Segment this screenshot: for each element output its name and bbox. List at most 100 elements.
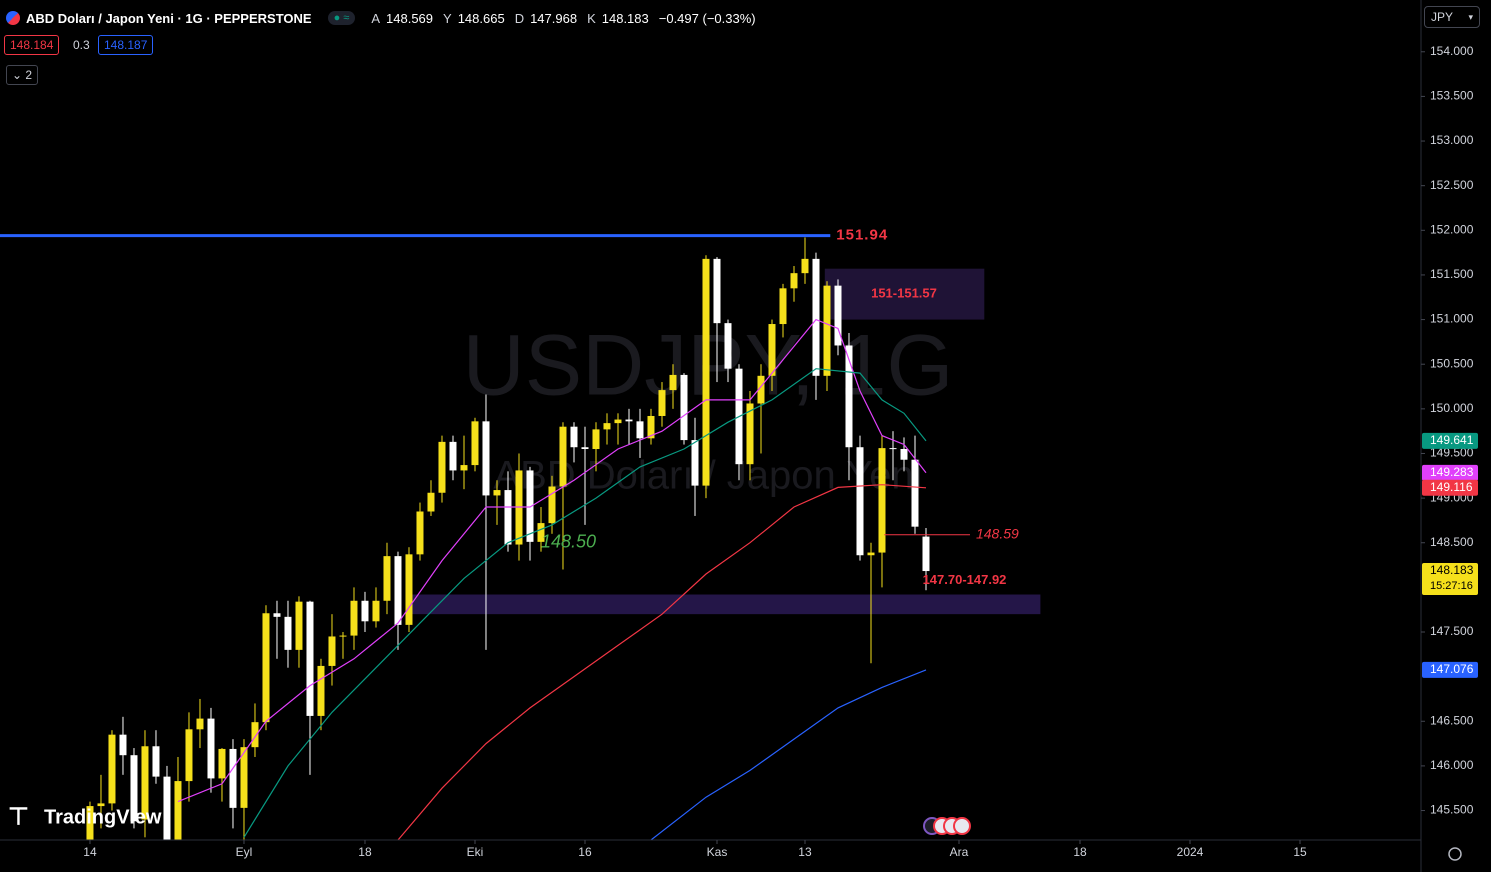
candle-body bbox=[185, 729, 193, 782]
candle-body bbox=[394, 556, 402, 625]
logo-mark[interactable]: ⊤ bbox=[8, 803, 29, 830]
currency-select[interactable]: JPY ▾ bbox=[1424, 6, 1480, 28]
ask-button[interactable]: 148.187 bbox=[98, 35, 154, 55]
candle-body bbox=[603, 423, 611, 430]
y-tick-label: 147.500 bbox=[1430, 624, 1474, 638]
logo-text[interactable]: TradingView bbox=[44, 806, 162, 828]
zone-label: 151-151.57 bbox=[871, 286, 937, 301]
candle-body bbox=[196, 718, 204, 730]
candle-body bbox=[779, 288, 787, 325]
candle-body bbox=[306, 601, 314, 716]
candle-body bbox=[427, 492, 435, 512]
candle-body bbox=[174, 781, 182, 840]
moving-average bbox=[397, 484, 927, 840]
x-tick-label: 18 bbox=[358, 845, 372, 859]
candle-body bbox=[548, 486, 556, 524]
price-badge bbox=[1422, 479, 1478, 496]
candle-body bbox=[592, 429, 600, 450]
y-tick-label: 152.000 bbox=[1430, 222, 1474, 236]
x-tick-label: 16 bbox=[578, 845, 592, 859]
candle-body bbox=[878, 448, 886, 553]
y-tick-label: 152.500 bbox=[1430, 178, 1474, 192]
candle-body bbox=[867, 552, 875, 556]
candle-body bbox=[823, 285, 831, 376]
ohlc-value: 148.569 bbox=[386, 10, 434, 26]
settings-button[interactable] bbox=[1448, 847, 1462, 861]
symbol-title[interactable]: ABD Doları / Japon Yeni · 1G · PEPPERSTO… bbox=[26, 10, 312, 26]
candle-body bbox=[911, 459, 919, 527]
y-tick-label: 154.000 bbox=[1430, 44, 1474, 58]
candle-body bbox=[922, 536, 930, 572]
candle-body bbox=[636, 421, 644, 439]
candle-body bbox=[526, 470, 534, 542]
y-tick-label: 153.000 bbox=[1430, 133, 1474, 147]
candle-body bbox=[317, 665, 325, 716]
x-tick-label: 18 bbox=[1073, 845, 1087, 859]
ohlc-value: 148.665 bbox=[457, 10, 505, 26]
candle-body bbox=[141, 746, 149, 820]
x-tick-label: Eyl bbox=[236, 845, 253, 859]
candle-body bbox=[768, 324, 776, 376]
candle-body bbox=[416, 511, 424, 555]
x-tick-label: 2024 bbox=[1177, 845, 1204, 859]
candle-body bbox=[537, 523, 545, 542]
moving-average bbox=[177, 318, 927, 803]
y-tick-label: 146.500 bbox=[1430, 713, 1474, 727]
axes: 154.000 153.500 153.000 152.500 152.000 151.5… bbox=[83, 44, 1478, 859]
candle-body bbox=[449, 441, 457, 471]
candle-body bbox=[383, 556, 391, 601]
y-tick-label: 145.500 bbox=[1430, 803, 1474, 817]
candle-body bbox=[372, 600, 380, 622]
candle-body bbox=[251, 722, 259, 748]
candle-body bbox=[790, 273, 798, 289]
moving-average bbox=[243, 368, 927, 838]
indicator-count: 2 bbox=[25, 68, 33, 82]
ohlc-key: Y bbox=[443, 10, 452, 26]
candle-body bbox=[350, 600, 358, 636]
x-tick-label: 13 bbox=[798, 845, 812, 859]
y-tick-label: 146.000 bbox=[1430, 758, 1474, 772]
spread: 0.3 bbox=[73, 38, 90, 52]
x-tick-label: 14 bbox=[83, 845, 97, 859]
candle-body bbox=[647, 415, 655, 439]
y-tick-label: 150.500 bbox=[1430, 356, 1474, 370]
level-label: 151.94 bbox=[836, 227, 888, 244]
price-badge bbox=[1422, 464, 1478, 481]
candle-body bbox=[504, 490, 512, 545]
ohlc-key: K bbox=[587, 10, 596, 26]
candle-body bbox=[669, 374, 677, 391]
x-tick-label: Eki bbox=[467, 845, 484, 859]
candle-body bbox=[482, 421, 490, 496]
price-note: 148.50 bbox=[541, 531, 596, 551]
chevron: ▾ bbox=[1468, 11, 1473, 22]
event-icons[interactable] bbox=[923, 817, 971, 835]
candle-body bbox=[559, 426, 567, 487]
candle-body bbox=[702, 258, 710, 486]
bid-button[interactable]: 148.184 bbox=[4, 35, 60, 55]
price-badge bbox=[1422, 563, 1478, 596]
candle-body bbox=[801, 258, 809, 274]
indicators-toggle[interactable]: ⌄ 2 bbox=[6, 65, 39, 85]
market-status[interactable]: ● ≈ bbox=[327, 11, 356, 25]
candle-body bbox=[493, 490, 501, 496]
event-icon[interactable] bbox=[953, 817, 971, 835]
candle-body bbox=[581, 447, 589, 450]
candle-body bbox=[845, 345, 853, 448]
ohlc-value: 148.183 bbox=[601, 10, 649, 26]
price-badge-label: 149.641 bbox=[1430, 433, 1474, 447]
chevron: ⌄ bbox=[12, 68, 26, 82]
candle-body bbox=[834, 285, 842, 346]
candle-body bbox=[658, 390, 666, 416]
logo[interactable]: ⊤ TradingView bbox=[8, 803, 162, 830]
y-tick-label: 153.500 bbox=[1430, 89, 1474, 103]
zone-label: 147.70-147.92 bbox=[923, 572, 1007, 587]
currency: JPY bbox=[1431, 10, 1454, 24]
x-tick-label: 15 bbox=[1293, 845, 1307, 859]
ohlc-key: A bbox=[371, 10, 381, 26]
zone bbox=[824, 268, 985, 320]
candle-body bbox=[614, 419, 622, 424]
candle-body bbox=[471, 421, 479, 466]
